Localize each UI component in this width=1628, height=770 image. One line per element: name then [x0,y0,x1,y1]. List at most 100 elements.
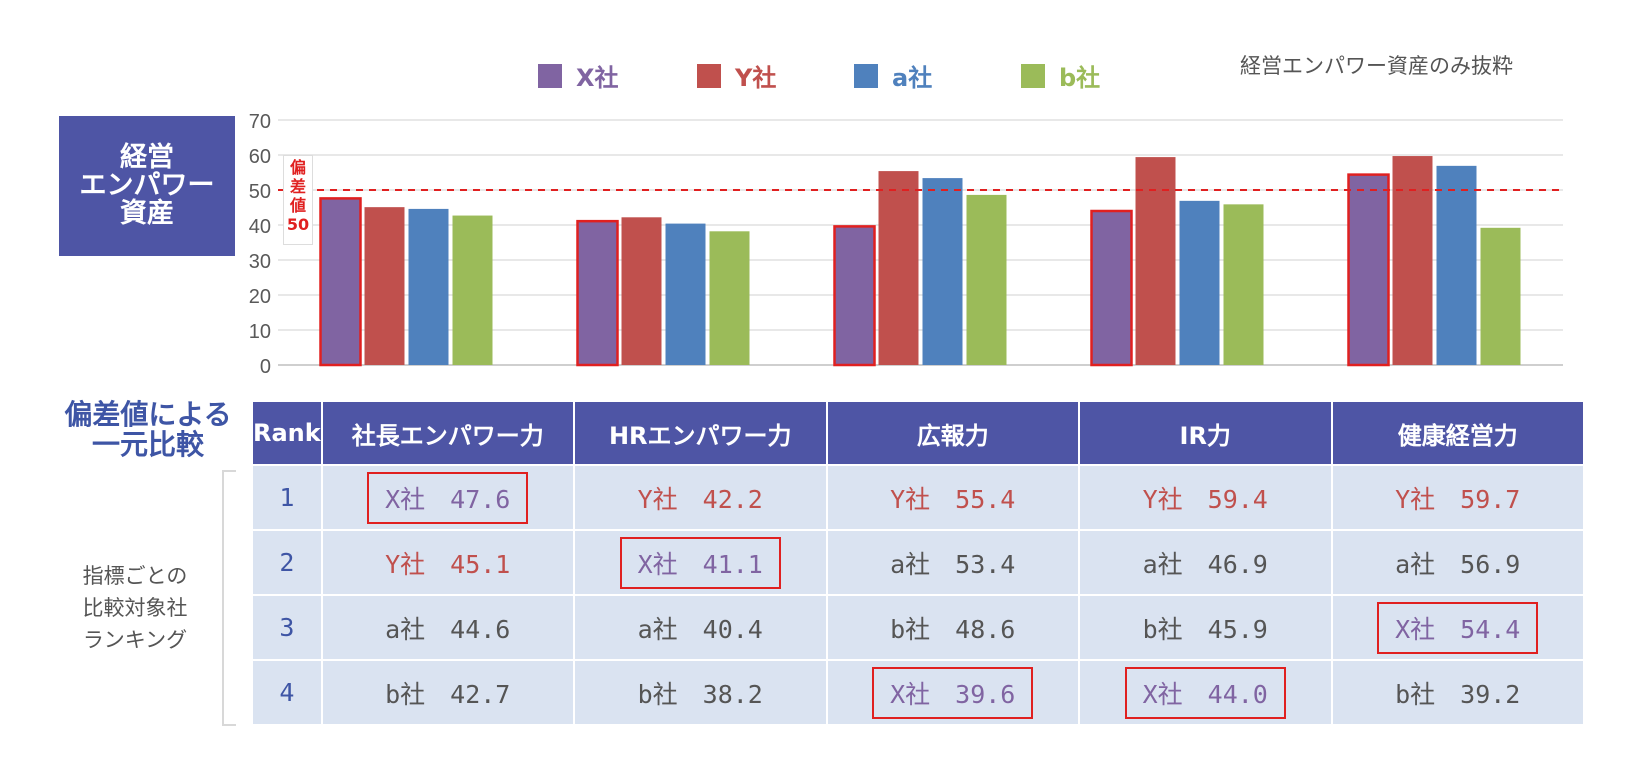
y-tick-label: 50 [249,181,271,203]
table-cell: b社 48.6 [825,594,1080,661]
legend-label: X社 [576,64,619,92]
bar [1135,157,1176,365]
company-score: a社 40.4 [637,614,763,644]
company-score: X社 47.6 [367,471,529,524]
bar [1179,200,1220,365]
company-score: b社 39.2 [1395,679,1521,709]
bar [1223,204,1264,365]
chart-title: 経営 エンパワー 資産 [79,142,215,229]
table-cell: X社 44.0 [1077,659,1333,726]
company-score: b社 45.9 [1142,614,1268,644]
company-score: Y社 59.7 [1395,484,1521,514]
table-cell: b社 42.7 [320,659,575,726]
company-score: a社 46.9 [1142,549,1268,579]
company-score: b社 48.6 [890,614,1016,644]
table-cell: Y社 59.7 [1330,464,1585,531]
bar [576,219,619,367]
bar [1436,165,1477,365]
rank-number: 3 [251,594,323,661]
table-cell: b社 39.2 [1330,659,1585,726]
table-cell: a社 56.9 [1330,529,1585,596]
reference-line-label: 偏 差 値 50 [283,155,313,245]
bar [1392,156,1433,365]
table-row: 3 a社 44.6 a社 40.4 b社 48.6 b社 45.9 X社 54.4 [251,594,1585,661]
bar [833,225,876,367]
company-score: Y社 59.4 [1142,484,1268,514]
table-header-row: Rank 社長エンパワー力 HRエンパワー力 広報力 IR力 健康経営力 [251,400,1585,466]
y-tick-label: 70 [249,111,271,133]
y-tick-label: 10 [249,321,271,343]
y-tick-label: 40 [249,216,271,238]
company-score: X社 41.1 [619,536,781,589]
table-cell: X社 39.6 [825,659,1080,726]
table-cell: X社 41.1 [572,529,828,596]
excerpt-note: 経営エンパワー資産のみ抜粋 [1240,54,1513,78]
bar [452,215,493,365]
header-ir: IR力 [1077,400,1333,466]
legend-label: a社 [892,64,933,92]
table-row: 1 X社 47.6 Y社 42.2 Y社 55.4 Y社 59.4 Y社 59.7 [251,464,1585,531]
rank-number: 2 [251,529,323,596]
chart-title-box: 経営 エンパワー 資産 [59,116,235,256]
legend-item-y: Y社 [697,58,776,93]
legend-item-a: a社 [854,58,932,93]
bar [621,217,662,365]
table-cell: X社 47.6 [320,464,575,531]
table-cell: b社 45.9 [1077,594,1333,661]
legend-swatch [697,63,721,88]
company-score: b社 42.7 [385,679,511,709]
bar [364,207,405,365]
y-tick-label: 30 [249,251,271,273]
table-cell: a社 46.9 [1077,529,1333,596]
legend-item-x: X社 [538,58,619,93]
company-score: X社 54.4 [1377,601,1539,654]
legend-label: Y社 [735,64,777,92]
bar [665,223,706,365]
y-tick-label: 0 [260,356,271,378]
header-pr: 広報力 [825,400,1080,466]
rank-number: 4 [251,659,323,726]
legend-swatch [1021,63,1045,88]
company-score: X社 39.6 [872,666,1034,719]
bar [922,178,963,365]
table-cell: a社 40.4 [572,594,828,661]
legend-label: b社 [1059,64,1101,92]
bar [1480,227,1521,365]
company-score: Y社 45.1 [385,549,511,579]
header-health-management: 健康経営力 [1330,400,1585,466]
comparison-title: 偏差値による 一元比較 [64,398,232,461]
company-score: Y社 42.2 [637,484,763,514]
table-cell: b社 38.2 [572,659,828,726]
bar [1090,209,1133,367]
bar-chart: 0 10 20 30 40 50 60 70 [249,111,1563,378]
header-hr-empower: HRエンパワー力 [572,400,828,466]
company-score: a社 44.6 [385,614,511,644]
company-score: a社 56.9 [1395,549,1521,579]
legend-item-b: b社 [1021,58,1100,93]
bar [408,208,449,365]
y-tick-label: 20 [249,286,271,308]
legend-swatch [854,63,878,88]
company-score: a社 53.4 [890,549,1016,579]
bar [878,171,919,365]
ranking-side-note: 指標ごとの 比較対象社 ランキング [82,564,188,652]
table-cell: Y社 42.2 [572,464,828,531]
header-rank: Rank [251,400,323,466]
company-score: Y社 55.4 [890,484,1016,514]
side-bracket [222,470,236,726]
header-president-empower: 社長エンパワー力 [320,400,575,466]
table-cell: Y社 59.4 [1077,464,1333,531]
bar [1347,173,1390,367]
table-cell: Y社 55.4 [825,464,1080,531]
table-cell: a社 53.4 [825,529,1080,596]
rank-number: 1 [251,464,323,531]
ranking-table: Rank 社長エンパワー力 HRエンパワー力 広報力 IR力 健康経営力 1 X社… [251,400,1585,726]
table-row: 4 b社 42.7 b社 38.2 X社 39.6 X社 44.0 b社 39.2 [251,659,1585,726]
y-tick-label: 60 [249,146,271,168]
bar [709,231,750,365]
table-cell: Y社 45.1 [320,529,575,596]
company-score: b社 38.2 [637,679,763,709]
table-cell: X社 54.4 [1330,594,1585,661]
company-score: X社 44.0 [1124,666,1286,719]
bar [966,194,1007,365]
